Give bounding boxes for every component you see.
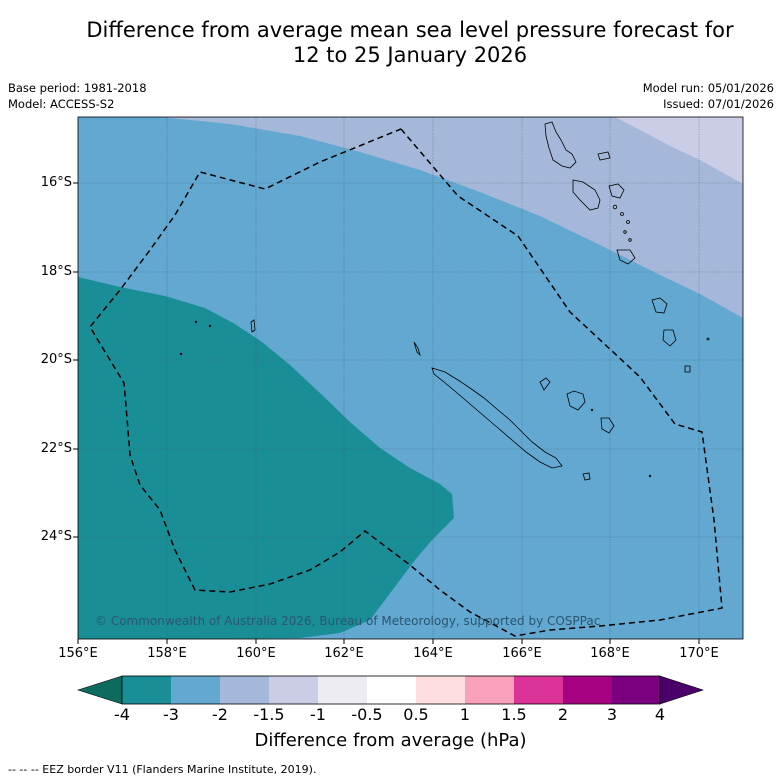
colorbar-swatch-4 [269, 676, 318, 704]
colorbar-swatch-11 [612, 676, 660, 704]
maewo-outline [597, 151, 611, 161]
meta-right: Model run: 05/01/2026 Issued: 07/01/2026 [643, 80, 774, 112]
colorbar-label: -3 [163, 705, 179, 724]
model-name: Model: ACCESS-S2 [8, 97, 115, 111]
chesterfield-outline [250, 319, 256, 333]
lon-label-168e: 168°E [590, 646, 630, 661]
lon-label-170e: 170°E [679, 646, 719, 661]
lon-label-164e: 164°E [413, 646, 453, 661]
eez-footnote: -- -- -- EEZ border V11 (Flanders Marine… [8, 763, 317, 776]
colorbar-swatch-8 [465, 676, 514, 704]
coastlines [179, 121, 710, 481]
colorbar-label: 3 [606, 705, 618, 724]
copyright-notice: © Commonwealth of Australia 2026, Bureau… [95, 614, 601, 628]
issued-date: Issued: 07/01/2026 [663, 97, 774, 111]
lifou-outline [566, 390, 586, 411]
base-period: Base period: 1981-2018 [8, 81, 147, 95]
lat-label-18s: 18°S [40, 264, 72, 279]
colorbar-label: 0.5 [403, 705, 429, 724]
colorbar-label: -4 [114, 705, 130, 724]
field-minus4-to-minus3 [78, 277, 454, 639]
colorbar-swatch-6 [367, 676, 416, 704]
malekula-outline [572, 179, 601, 211]
colorbar-swatch-2 [171, 676, 220, 704]
map-title: Difference from average mean sea level p… [0, 18, 781, 68]
colorbar-over-arrow [659, 675, 704, 705]
anatom-outline [651, 297, 668, 314]
lon-label-162e: 162°E [324, 646, 364, 661]
lon-label-160e: 160°E [236, 646, 276, 661]
lat-label-20s: 20°S [40, 352, 72, 367]
eez-border [89, 128, 723, 637]
colorbar-label: -1 [310, 705, 326, 724]
colorbar-label: -1.5 [253, 705, 285, 724]
field-minus1p5-to-minus1 [615, 117, 743, 184]
title-line-2: 12 to 25 January 2026 [292, 43, 528, 67]
title-line-1: Difference from average mean sea level p… [86, 18, 734, 42]
colorbar-label: -2 [212, 705, 228, 724]
new-caledonia-outline [431, 367, 563, 469]
espiritu-santo-outline [544, 121, 577, 169]
model-run: Model run: 05/01/2026 [642, 81, 774, 95]
belep-islands-outline [413, 341, 421, 357]
lat-label-24s: 24°S [40, 529, 72, 544]
colorbar-label: 2 [557, 705, 569, 724]
colorbar-swatch-10 [563, 676, 612, 704]
lon-label-158e: 158°E [147, 646, 187, 661]
colorbar-label: -0.5 [351, 705, 383, 724]
hunter-island-outline [684, 365, 691, 373]
colorbar-label: 4 [654, 705, 666, 724]
graticule [78, 117, 743, 639]
colorbar-label: 1.5 [501, 705, 527, 724]
erromango-outline [616, 249, 636, 265]
colorbar-swatch-1 [122, 676, 171, 704]
colorbar [77, 675, 704, 705]
colorbar-swatch-9 [514, 676, 563, 704]
colorbar-swatch-3 [220, 676, 269, 704]
lat-label-16s: 16°S [40, 175, 72, 190]
lon-label-166e: 166°E [502, 646, 542, 661]
lon-label-156e: 156°E [58, 646, 98, 661]
mare-outline [600, 417, 615, 434]
axis-ticks [73, 182, 700, 644]
colorbar-swatch-7 [416, 676, 465, 704]
efate-outline [608, 183, 625, 199]
isle-of-pines-outline [582, 472, 591, 481]
lat-label-22s: 22°S [40, 441, 72, 456]
map-frame [77, 116, 744, 640]
ouvea-outline [539, 377, 551, 391]
colorbar-title: Difference from average (hPa) [254, 730, 527, 751]
colorbar-label: 1 [459, 705, 471, 724]
colorbar-under-arrow [77, 675, 123, 705]
map-field [78, 117, 743, 639]
tanna-outline [662, 329, 677, 347]
field-minus2-to-minus1p5 [160, 117, 743, 318]
meta-left: Base period: 1981-2018 Model: ACCESS-S2 [8, 80, 147, 112]
colorbar-swatch-5 [318, 676, 367, 704]
